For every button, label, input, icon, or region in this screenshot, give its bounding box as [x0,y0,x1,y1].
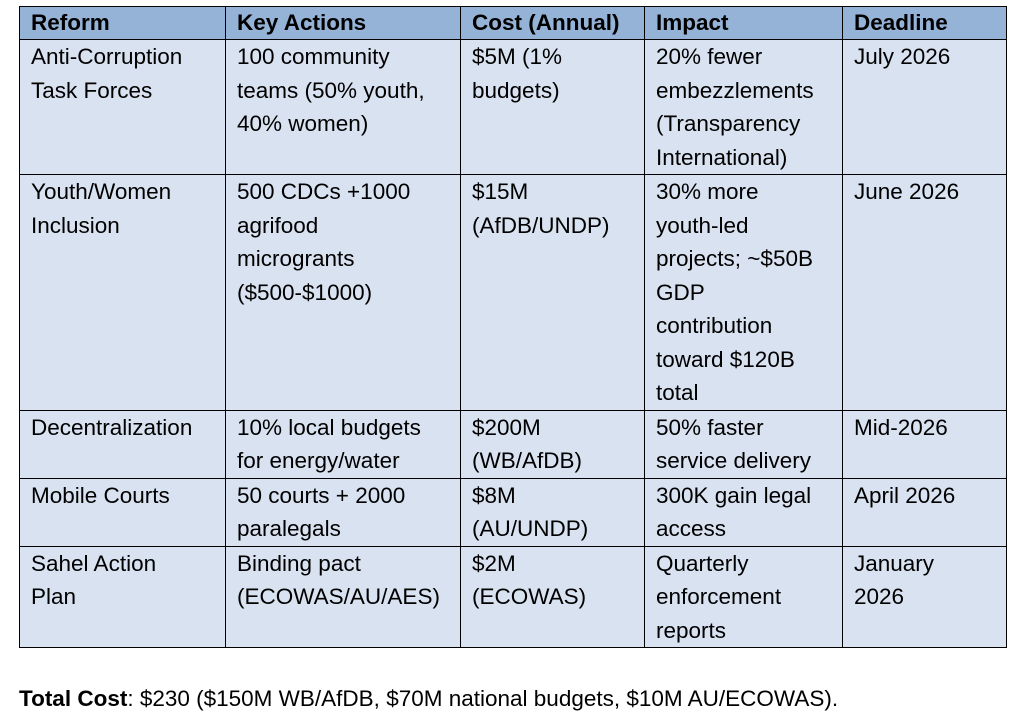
cell-line: projects; ~$50B [656,246,813,271]
cell-line: budgets) [472,77,560,103]
cell-line: enforcement [656,584,782,609]
cell-line: Plan [31,584,77,609]
table-row: Anti-Corruption Task Forces 100 community t… [19,39,1007,175]
cell-line: Youth/Women [31,179,172,204]
cell-line: 300K gain legal [656,482,812,508]
cell-line: June 2026 [854,179,960,204]
deadline-cell: April 2026 [842,477,1007,547]
cell-line: Inclusion [31,212,120,238]
cell-line: (AU/UNDP) [472,516,589,541]
reform-cell: Sahel Action Plan [19,545,226,648]
key-actions-cell: Binding pact (ECOWAS/AU/AES) [225,545,461,648]
cell-line: service delivery [656,448,812,473]
cell-line: 30% more [656,179,759,204]
reform-cell: Youth/Women Inclusion [19,174,226,411]
cell-line: 2026 [854,584,905,609]
cell-line: (WB/AfDB) [472,448,582,473]
total-cost-text: : $230 ($150M WB/AfDB, $70M national bud… [127,686,839,711]
cell-line: $15M [472,179,529,204]
cell-line: $8M [472,482,516,508]
cell-line: 500 CDCs +1000 [237,179,411,204]
cell-line: teams (50% youth, [237,77,425,103]
cell-line: (Transparency [656,111,801,136]
header-impact: Impact [644,6,843,40]
cell-line: 10% local budgets [237,414,421,440]
cell-line: 50 courts + 2000 [237,482,406,508]
impact-cell: 300K gain legal access [644,477,843,547]
cost-cell: $5M (1% budgets) [460,39,645,175]
cell-line: microgrants [237,246,355,271]
cell-line: toward $120B [656,346,795,372]
cell-line: total [656,380,699,405]
impact-cell: 20% fewer embezzlements (Transparency Inter… [644,39,843,175]
cell-line: agrifood [237,212,319,238]
reform-cell: Decentralization [19,409,226,479]
key-actions-cell: 500 CDCs +1000 agrifood microgrants ($500-$… [225,174,461,411]
table-row: Mobile Courts 50 courts + 2000 paralegals $… [19,477,1007,547]
cell-line: reports [656,617,727,643]
table-row: Decentralization 10% local budgets for ene… [19,409,1007,479]
cell-line: Binding pact [237,550,361,576]
cell-line: (ECOWAS) [472,584,587,609]
cell-line: Mid-2026 [854,414,948,440]
cell-line: Sahel Action [31,550,157,576]
cell-line: access [656,516,727,541]
cell-line: $200M [472,414,541,440]
cell-line: (AfDB/UNDP) [472,212,610,238]
key-actions-cell: 100 community teams (50% youth, 40% women) [225,39,461,175]
header-key-actions: Key Actions [225,6,461,40]
cell-line: GDP [656,279,705,305]
impact-cell: 50% faster service delivery [644,409,843,479]
cell-line: Anti-Corruption [31,44,183,69]
cell-line: 100 community [237,44,390,69]
cell-line: 40% women) [237,111,369,136]
total-cost-note: Total Cost: $230 ($150M WB/AfDB, $70M na… [19,684,838,714]
header-reform: Reform [19,6,226,40]
deadline-cell: June 2026 [842,174,1007,411]
cell-line: Decentralization [31,414,193,440]
cost-cell: $15M (AfDB/UNDP) [460,174,645,411]
cost-cell: $2M (ECOWAS) [460,545,645,648]
cell-line: $2M [472,550,516,576]
cell-line: January [854,550,935,576]
reform-cell: Anti-Corruption Task Forces [19,39,226,175]
cell-line: $5M (1% [472,44,563,69]
table-row: Youth/Women Inclusion 500 CDCs +1000 agrifo… [19,174,1007,411]
deadline-cell: January 2026 [842,545,1007,648]
total-cost-label: Total Cost [19,686,128,711]
reform-cell: Mobile Courts [19,477,226,547]
cell-line: Task Forces [31,77,153,103]
cell-line: 50% faster [656,414,764,440]
impact-cell: Quarterly enforcement reports [644,545,843,648]
table-body: Anti-Corruption Task Forces 100 community t… [19,39,1007,648]
header-cost: Cost (Annual) [460,6,645,40]
deadline-cell: Mid-2026 [842,409,1007,479]
cell-line: Mobile Courts [31,482,170,508]
cell-line: (ECOWAS/AU/AES) [237,584,440,609]
cell-line: April 2026 [854,482,956,508]
cell-line: paralegals [237,516,341,541]
table-row: Sahel Action Plan Binding pact (ECOWAS/AU/A… [19,545,1007,648]
reform-table: Reform Key Actions Cost (Annual) Impact … [19,6,1007,648]
header-deadline: Deadline [842,6,1007,40]
table-header-row: Reform Key Actions Cost (Annual) Impact … [19,6,1007,40]
deadline-cell: July 2026 [842,39,1007,175]
cell-line: embezzlements [656,77,814,103]
cell-line: International) [656,144,788,170]
key-actions-cell: 50 courts + 2000 paralegals [225,477,461,547]
cell-line: July 2026 [854,44,951,69]
cell-line: 20% fewer [656,44,763,69]
cell-line: ($500-$1000) [237,279,373,305]
cost-cell: $200M (WB/AfDB) [460,409,645,479]
cell-line: youth-led [656,212,749,238]
cell-line: Quarterly [656,550,749,576]
impact-cell: 30% more youth-led projects; ~$50B GDP contr… [644,174,843,411]
cell-line: for energy/water [237,448,400,473]
key-actions-cell: 10% local budgets for energy/water [225,409,461,479]
cost-cell: $8M (AU/UNDP) [460,477,645,547]
cell-line: contribution [656,313,773,338]
